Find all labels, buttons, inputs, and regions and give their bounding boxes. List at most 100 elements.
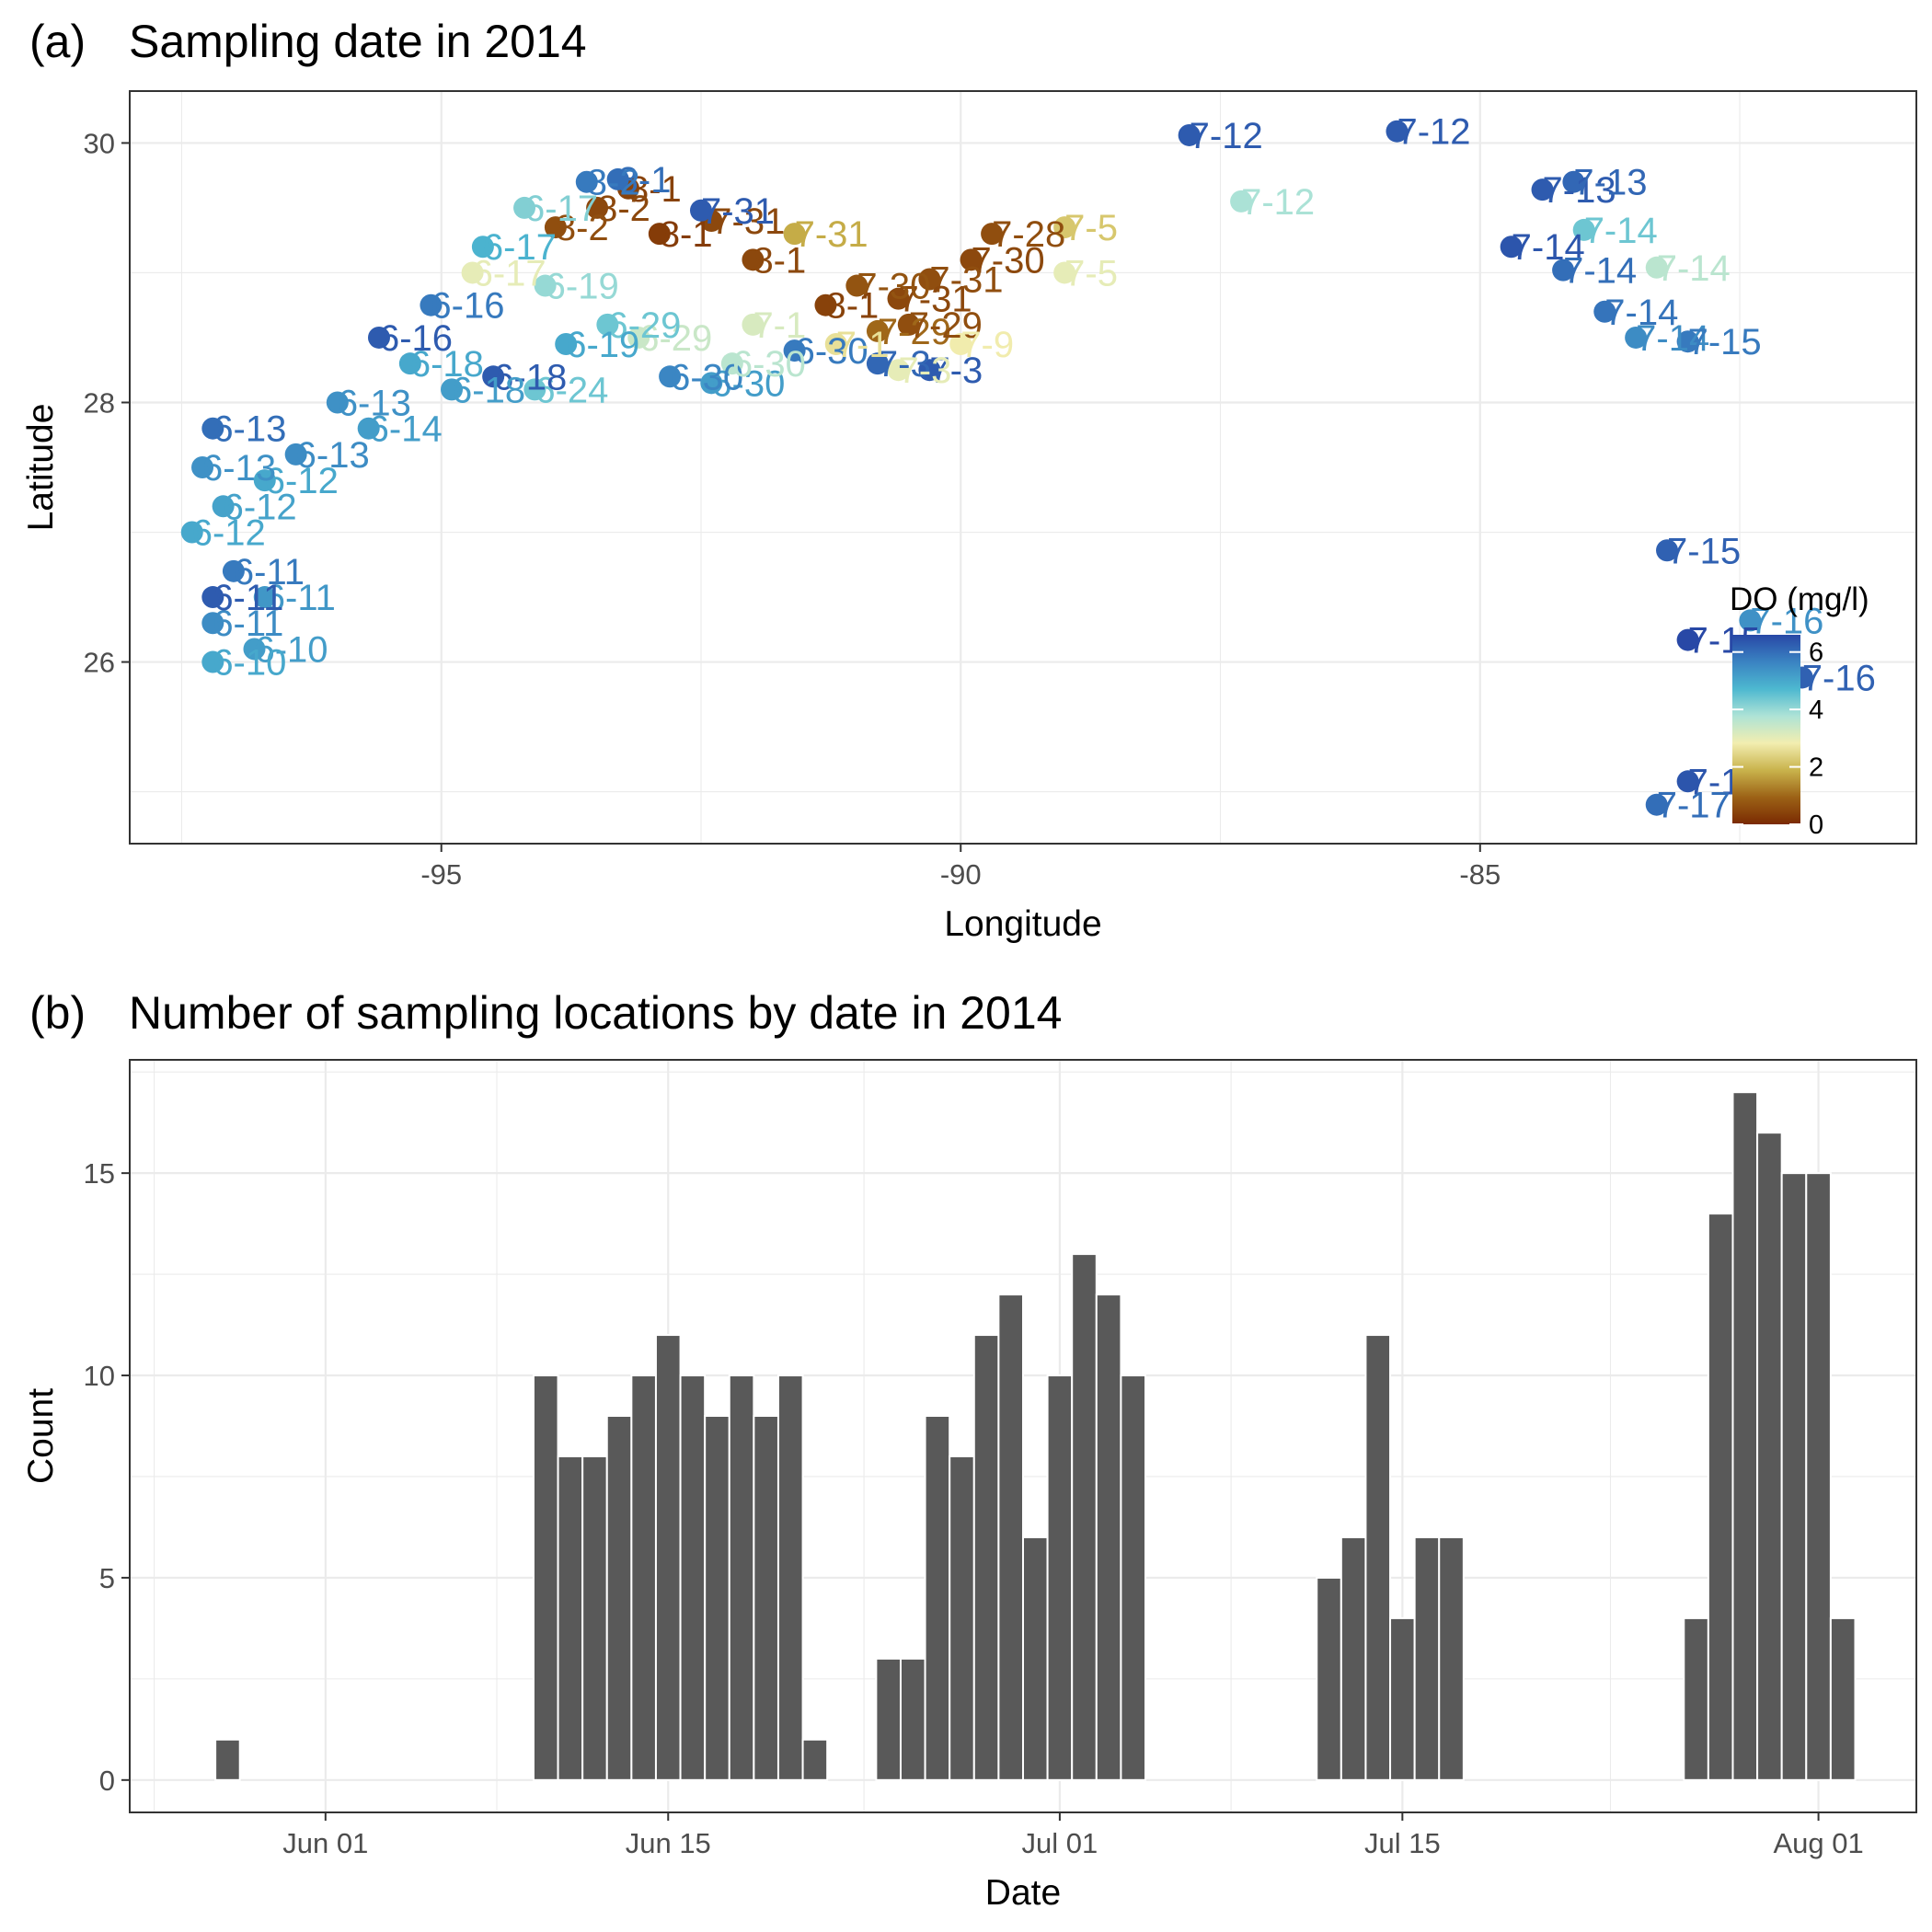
count-bar xyxy=(1120,1374,1147,1781)
sample-date-label: 6-16 xyxy=(379,318,453,359)
x-tick-label: -85 xyxy=(1459,858,1501,891)
panel-a-frame xyxy=(129,90,1917,845)
sample-point xyxy=(367,326,390,349)
sample-date-label: 8-2 xyxy=(556,208,609,248)
sample-date-label: 6-13 xyxy=(202,448,276,489)
sample-date-label: 8-1 xyxy=(753,240,806,281)
y-tick-label: 26 xyxy=(84,647,115,679)
sample-point xyxy=(284,443,307,466)
sample-point xyxy=(326,391,349,414)
sample-point xyxy=(471,236,494,259)
sample-date-label: 6-18 xyxy=(493,357,567,397)
y-tick-label: 0 xyxy=(99,1765,115,1797)
sample-date-label: 7-13 xyxy=(1573,163,1647,203)
panel-a-y-axis: 26 28 30 xyxy=(84,127,130,679)
sample-date-label: 6-11 xyxy=(234,552,305,592)
sample-point xyxy=(1531,178,1554,201)
count-bar xyxy=(1438,1535,1465,1781)
sample-date-label: 8-1 xyxy=(618,160,672,201)
sample-date-label: 6-11 xyxy=(213,578,283,618)
panel-b-frame xyxy=(129,1059,1917,1813)
sample-point xyxy=(1656,539,1679,562)
sample-point xyxy=(627,326,650,349)
panel-b-x-title: Date xyxy=(985,1873,1061,1913)
sample-date-label: 7-15 xyxy=(1667,531,1741,571)
y-tick-label: 10 xyxy=(84,1360,115,1392)
count-bar xyxy=(1413,1535,1441,1781)
sample-date-label: 6-11 xyxy=(213,604,283,644)
sample-point xyxy=(253,469,276,492)
count-bar xyxy=(1316,1576,1342,1781)
sample-date-label: 7-5 xyxy=(1064,208,1118,248)
x-tick-label: -90 xyxy=(940,858,982,891)
sample-point xyxy=(191,456,214,478)
sample-point xyxy=(575,170,598,193)
sample-point xyxy=(659,365,682,388)
sample-date-label: 7-29 xyxy=(878,312,951,352)
sample-date-label: 7-31 xyxy=(701,191,775,232)
count-bar xyxy=(728,1374,755,1781)
sample-point xyxy=(1552,259,1575,282)
sample-date-label: 7-12 xyxy=(1190,116,1263,156)
count-bar xyxy=(214,1738,241,1781)
count-bar xyxy=(654,1334,682,1781)
sample-point xyxy=(586,196,609,219)
sample-date-label: 6-24 xyxy=(535,370,608,410)
count-bar xyxy=(1389,1616,1416,1781)
sample-date-label: 7-14 xyxy=(1584,211,1658,251)
panel-b-y-title: Count xyxy=(21,1388,61,1484)
sample-point xyxy=(534,274,557,297)
sample-date-label: 6-29 xyxy=(607,305,681,346)
sample-date-label: 7-3 xyxy=(929,351,983,391)
count-bar xyxy=(1340,1535,1367,1781)
sample-point xyxy=(783,223,806,246)
y-tick-label: 28 xyxy=(84,386,115,419)
sample-point xyxy=(201,650,224,673)
count-bar xyxy=(1805,1172,1832,1781)
sample-date-label: 7-3 xyxy=(899,351,952,391)
sample-point xyxy=(1739,609,1762,632)
sample-point xyxy=(1386,120,1409,143)
count-bar xyxy=(1780,1172,1808,1781)
sample-date-label: 7-31 xyxy=(929,260,1003,301)
legend-tick-label: 4 xyxy=(1809,696,1823,725)
sample-point xyxy=(1572,218,1595,241)
sample-date-label: 6-19 xyxy=(546,267,619,307)
sample-date-label: 6-30 xyxy=(670,357,743,397)
sample-point xyxy=(482,365,505,388)
count-bar xyxy=(875,1657,902,1781)
sample-point xyxy=(1500,236,1523,259)
count-bar xyxy=(704,1415,730,1781)
sample-point xyxy=(949,333,972,356)
panel-a-title: Sampling date in 2014 xyxy=(129,16,587,67)
sample-date-label: 6-16 xyxy=(431,286,504,327)
sample-date-label: 8-2 xyxy=(597,189,650,229)
count-bar xyxy=(1022,1535,1049,1781)
sample-point xyxy=(201,586,224,609)
count-bar xyxy=(605,1415,633,1781)
sample-date-label: 8-2 xyxy=(587,163,640,203)
sample-point xyxy=(1178,123,1201,146)
count-bar xyxy=(776,1374,804,1781)
panel-b: (b) Number of sampling locations by date… xyxy=(21,987,1917,1913)
panel-a-x-title: Longitude xyxy=(944,904,1101,944)
count-bar xyxy=(924,1415,951,1781)
sample-date-label: 7-13 xyxy=(1543,170,1616,211)
y-tick-label: 15 xyxy=(84,1157,115,1190)
sample-date-label: 7-16 xyxy=(1802,658,1876,698)
sample-date-label: 7-1 xyxy=(836,325,890,365)
sample-point xyxy=(742,248,765,271)
sample-date-label: 6-17 xyxy=(483,227,557,268)
legend-tick-label: 2 xyxy=(1809,753,1823,783)
sample-point xyxy=(1053,261,1076,284)
sample-date-label: 7-3 xyxy=(878,344,931,385)
sample-date-label: 6-10 xyxy=(213,643,286,684)
sample-point xyxy=(960,248,983,271)
panel-a: (a) Sampling date in 2014 7-12 7-127-12 7-… xyxy=(21,16,1917,944)
x-tick-label: Jun 15 xyxy=(626,1827,711,1859)
sample-date-label: 7-14 xyxy=(1563,251,1637,292)
count-bar xyxy=(679,1374,707,1781)
sample-date-label: 6-10 xyxy=(254,629,328,670)
sample-point xyxy=(523,378,546,401)
sample-date-label: 7-14 xyxy=(1636,318,1709,359)
